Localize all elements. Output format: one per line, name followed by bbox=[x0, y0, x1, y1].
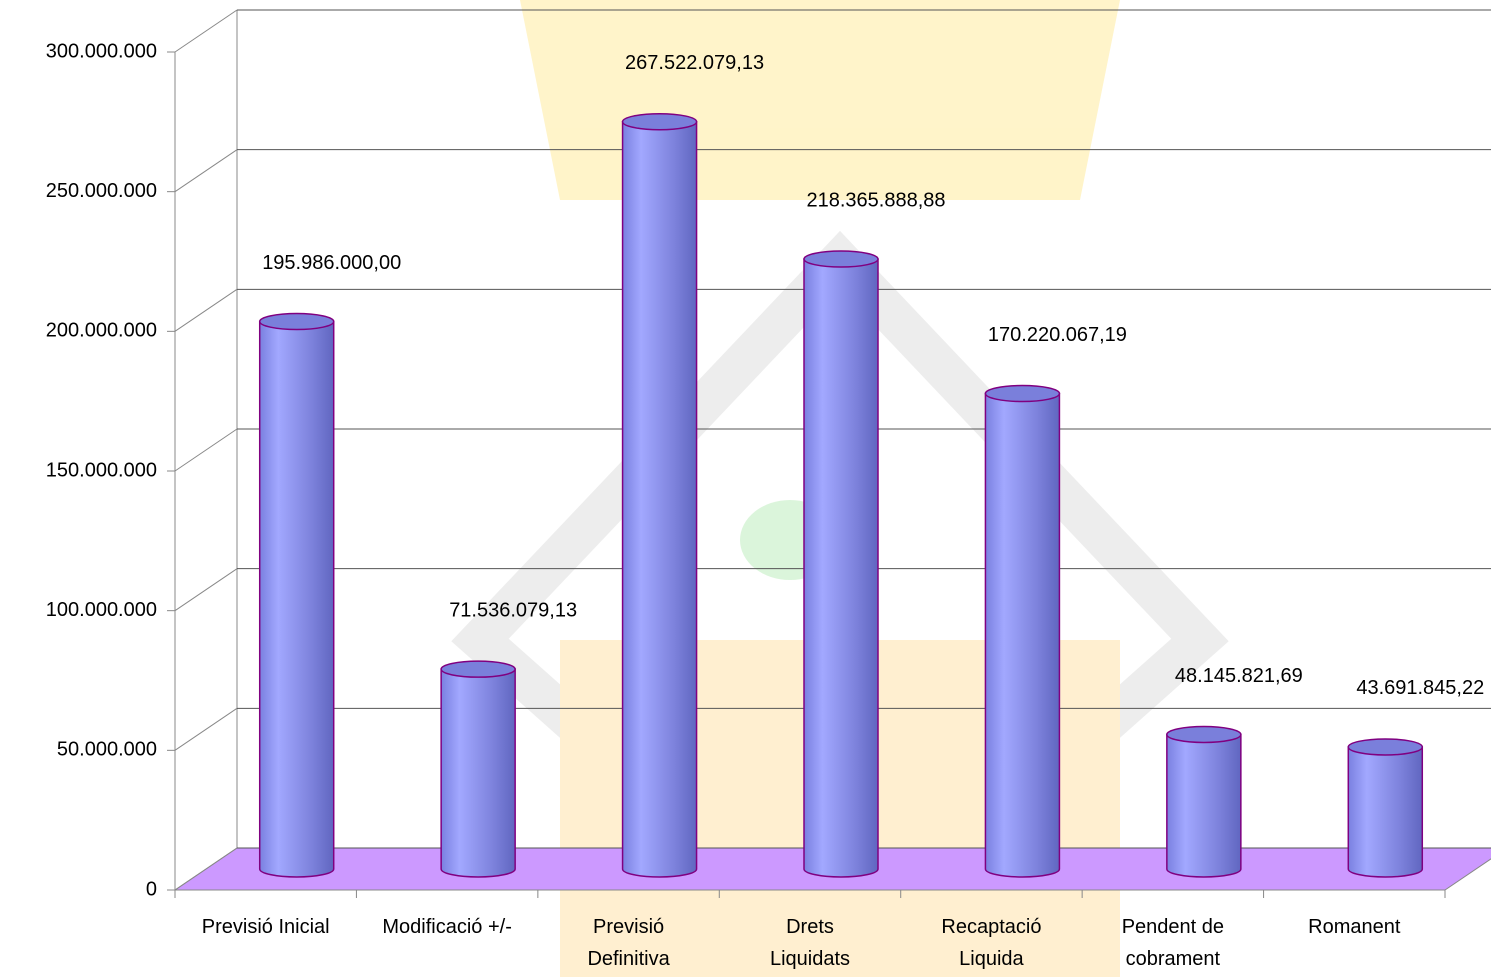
chart: 0 50.000.000 100.000.000 150.000.000 200.000… bbox=[0, 0, 1491, 977]
x-tick-label: Modificació +/- bbox=[382, 916, 512, 938]
y-tick-label: 300.000.000 bbox=[46, 40, 157, 62]
bar bbox=[804, 259, 878, 877]
grid-line-side bbox=[175, 429, 237, 471]
bar bbox=[623, 122, 697, 877]
value-label: 48.145.821,69 bbox=[1175, 665, 1303, 687]
value-label: 43.691.845,22 bbox=[1356, 677, 1484, 699]
page: 0 50.000.000 100.000.000 150.000.000 200.000… bbox=[0, 0, 1491, 977]
bar-cap bbox=[260, 314, 334, 330]
bar-cap bbox=[985, 386, 1059, 402]
bar-cap bbox=[623, 114, 697, 130]
bar-cap bbox=[1348, 739, 1422, 755]
grid-line-side bbox=[175, 10, 237, 52]
value-label: 71.536.079,13 bbox=[449, 599, 577, 621]
bar-cap bbox=[804, 251, 878, 267]
x-tick-label: Previsió Inicial bbox=[202, 916, 330, 938]
bar bbox=[1348, 747, 1422, 877]
grid-line-side bbox=[175, 708, 237, 750]
bar bbox=[441, 669, 515, 877]
y-tick-label: 250.000.000 bbox=[46, 180, 157, 202]
bar-cap bbox=[1167, 727, 1241, 743]
y-tick-label: 50.000.000 bbox=[57, 739, 157, 761]
x-tick-label: Romanent bbox=[1308, 916, 1401, 938]
value-label: 267.522.079,13 bbox=[625, 52, 764, 74]
bar-cap bbox=[441, 661, 515, 677]
bar bbox=[1167, 735, 1241, 877]
value-label: 218.365.888,88 bbox=[806, 189, 945, 211]
y-tick-label: 0 bbox=[146, 878, 157, 900]
value-label: 170.220.067,19 bbox=[988, 324, 1127, 346]
grid-line-side bbox=[175, 569, 237, 611]
bar bbox=[985, 394, 1059, 877]
bar bbox=[260, 322, 334, 877]
y-tick-label: 150.000.000 bbox=[46, 459, 157, 481]
grid-line-side bbox=[175, 150, 237, 192]
y-tick-label: 200.000.000 bbox=[46, 320, 157, 342]
y-tick-label: 100.000.000 bbox=[46, 599, 157, 621]
value-label: 195.986.000,00 bbox=[262, 252, 401, 274]
grid-line-side bbox=[175, 289, 237, 331]
